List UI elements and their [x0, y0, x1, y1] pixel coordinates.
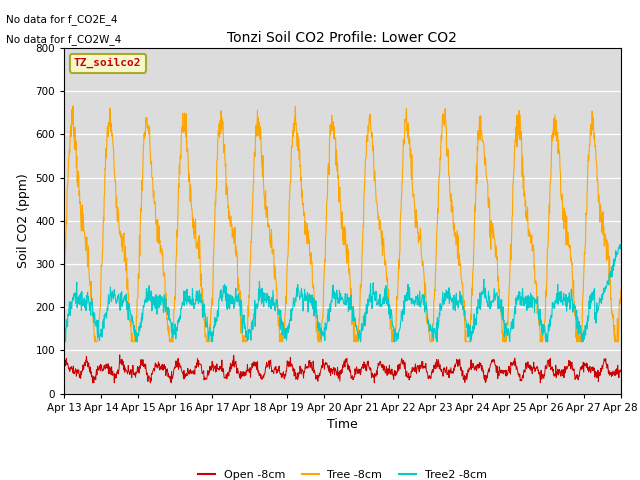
- Text: No data for f_CO2E_4: No data for f_CO2E_4: [6, 14, 118, 25]
- Y-axis label: Soil CO2 (ppm): Soil CO2 (ppm): [17, 173, 30, 268]
- X-axis label: Time: Time: [327, 418, 358, 431]
- Title: Tonzi Soil CO2 Profile: Lower CO2: Tonzi Soil CO2 Profile: Lower CO2: [227, 32, 458, 46]
- Legend: Open -8cm, Tree -8cm, Tree2 -8cm: Open -8cm, Tree -8cm, Tree2 -8cm: [194, 466, 491, 480]
- Text: No data for f_CO2W_4: No data for f_CO2W_4: [6, 34, 122, 45]
